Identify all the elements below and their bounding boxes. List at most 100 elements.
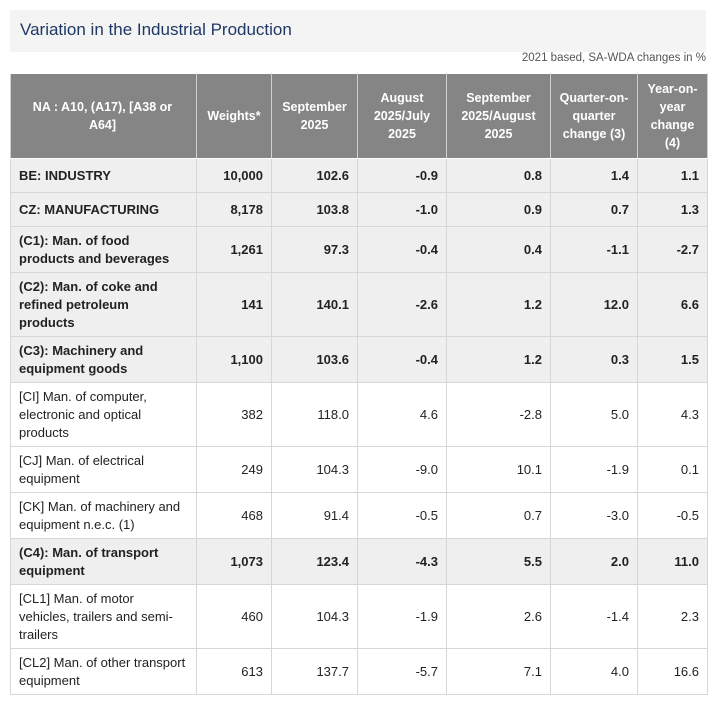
cell-qoq: 5.0 bbox=[550, 382, 638, 447]
row-label: [CL2] Man. of other transport equipment bbox=[10, 648, 197, 695]
row-label: (C2): Man. of coke and refined petroleum… bbox=[10, 272, 197, 337]
title-bar: Variation in the Industrial Production bbox=[10, 10, 706, 52]
cell-yoy: 11.0 bbox=[637, 538, 708, 585]
cell-aug-jul: -1.0 bbox=[357, 192, 447, 227]
cell-sep-aug: 1.2 bbox=[446, 272, 551, 337]
header-sep-aug: September 2025/August 2025 bbox=[446, 73, 551, 159]
cell-aug-jul: -2.6 bbox=[357, 272, 447, 337]
cell-weights: 460 bbox=[196, 584, 272, 649]
cell-september-2025: 91.4 bbox=[271, 492, 358, 539]
cell-september-2025: 102.6 bbox=[271, 158, 358, 193]
cell-weights: 468 bbox=[196, 492, 272, 539]
cell-aug-jul: -9.0 bbox=[357, 446, 447, 493]
cell-qoq: -1.9 bbox=[550, 446, 638, 493]
cell-weights: 249 bbox=[196, 446, 272, 493]
cell-september-2025: 104.3 bbox=[271, 446, 358, 493]
cell-sep-aug: 7.1 bbox=[446, 648, 551, 695]
cell-sep-aug: -2.8 bbox=[446, 382, 551, 447]
table-row: [CJ] Man. of electrical equipment 249 104.… bbox=[10, 446, 708, 493]
cell-september-2025: 140.1 bbox=[271, 272, 358, 337]
table-row: (C2): Man. of coke and refined petroleum… bbox=[10, 272, 708, 337]
cell-sep-aug: 2.6 bbox=[446, 584, 551, 649]
cell-yoy: -0.5 bbox=[637, 492, 708, 539]
cell-weights: 10,000 bbox=[196, 158, 272, 193]
table-row: [CK] Man. of machinery and equipment n.e… bbox=[10, 492, 708, 539]
table-row: [CL1] Man. of motor vehicles, trailers a… bbox=[10, 584, 708, 649]
cell-weights: 1,100 bbox=[196, 336, 272, 383]
cell-aug-jul: -4.3 bbox=[357, 538, 447, 585]
cell-yoy: 4.3 bbox=[637, 382, 708, 447]
row-label: (C4): Man. of transport equipment bbox=[10, 538, 197, 585]
cell-september-2025: 123.4 bbox=[271, 538, 358, 585]
cell-qoq: -1.4 bbox=[550, 584, 638, 649]
row-label: [CI] Man. of computer, electronic and op… bbox=[10, 382, 197, 447]
cell-sep-aug: 0.9 bbox=[446, 192, 551, 227]
row-label: (C1): Man. of food products and beverage… bbox=[10, 226, 197, 273]
table-row: (C4): Man. of transport equipment 1,073 12… bbox=[10, 538, 708, 585]
cell-qoq: -1.1 bbox=[550, 226, 638, 273]
cell-qoq: 2.0 bbox=[550, 538, 638, 585]
cell-september-2025: 137.7 bbox=[271, 648, 358, 695]
header-weights: Weights* bbox=[196, 73, 272, 159]
table-body: BE: INDUSTRY 10,000 102.6 -0.9 0.8 1.4 1.1 CZ: … bbox=[10, 158, 708, 695]
cell-weights: 382 bbox=[196, 382, 272, 447]
table-row: CZ: MANUFACTURING 8,178 103.8 -1.0 0.9 0.7 1.3 bbox=[10, 192, 708, 227]
cell-sep-aug: 0.7 bbox=[446, 492, 551, 539]
cell-september-2025: 104.3 bbox=[271, 584, 358, 649]
row-label: CZ: MANUFACTURING bbox=[10, 192, 197, 227]
cell-weights: 1,073 bbox=[196, 538, 272, 585]
header-aug-jul: August 2025/July 2025 bbox=[357, 73, 447, 159]
cell-sep-aug: 5.5 bbox=[446, 538, 551, 585]
cell-september-2025: 118.0 bbox=[271, 382, 358, 447]
cell-weights: 141 bbox=[196, 272, 272, 337]
cell-yoy: 0.1 bbox=[637, 446, 708, 493]
table-row: (C1): Man. of food products and beverage… bbox=[10, 226, 708, 273]
cell-sep-aug: 10.1 bbox=[446, 446, 551, 493]
row-label: (C3): Machinery and equipment goods bbox=[10, 336, 197, 383]
cell-september-2025: 103.8 bbox=[271, 192, 358, 227]
header-september-2025: September 2025 bbox=[271, 73, 358, 159]
cell-yoy: 1.1 bbox=[637, 158, 708, 193]
header-na: NA : A10, (A17), [A38 or A64] bbox=[10, 73, 197, 159]
cell-sep-aug: 0.4 bbox=[446, 226, 551, 273]
industrial-production-table: NA : A10, (A17), [A38 or A64] Weights* S… bbox=[10, 73, 708, 695]
header-yoy: Year-on-year change (4) bbox=[637, 73, 708, 159]
cell-yoy: 1.3 bbox=[637, 192, 708, 227]
cell-aug-jul: 4.6 bbox=[357, 382, 447, 447]
cell-qoq: -3.0 bbox=[550, 492, 638, 539]
table-row: [CL2] Man. of other transport equipment 6… bbox=[10, 648, 708, 695]
cell-qoq: 1.4 bbox=[550, 158, 638, 193]
cell-qoq: 0.3 bbox=[550, 336, 638, 383]
row-label: BE: INDUSTRY bbox=[10, 158, 197, 193]
cell-weights: 613 bbox=[196, 648, 272, 695]
page-title: Variation in the Industrial Production bbox=[20, 20, 292, 39]
row-label: [CJ] Man. of electrical equipment bbox=[10, 446, 197, 493]
cell-weights: 1,261 bbox=[196, 226, 272, 273]
row-label: [CK] Man. of machinery and equipment n.e… bbox=[10, 492, 197, 539]
table-row: (C3): Machinery and equipment goods 1,100… bbox=[10, 336, 708, 383]
table-row: [CI] Man. of computer, electronic and op… bbox=[10, 382, 708, 447]
cell-yoy: 16.6 bbox=[637, 648, 708, 695]
table-header-row: NA : A10, (A17), [A38 or A64] Weights* S… bbox=[10, 73, 708, 159]
cell-yoy: 6.6 bbox=[637, 272, 708, 337]
cell-aug-jul: -0.5 bbox=[357, 492, 447, 539]
cell-qoq: 12.0 bbox=[550, 272, 638, 337]
cell-sep-aug: 0.8 bbox=[446, 158, 551, 193]
cell-aug-jul: -0.4 bbox=[357, 226, 447, 273]
cell-sep-aug: 1.2 bbox=[446, 336, 551, 383]
table-subtitle: 2021 based, SA-WDA changes in % bbox=[521, 52, 706, 64]
cell-aug-jul: -0.9 bbox=[357, 158, 447, 193]
cell-aug-jul: -1.9 bbox=[357, 584, 447, 649]
cell-september-2025: 103.6 bbox=[271, 336, 358, 383]
cell-qoq: 4.0 bbox=[550, 648, 638, 695]
cell-yoy: 2.3 bbox=[637, 584, 708, 649]
cell-qoq: 0.7 bbox=[550, 192, 638, 227]
cell-yoy: 1.5 bbox=[637, 336, 708, 383]
table-row: BE: INDUSTRY 10,000 102.6 -0.9 0.8 1.4 1.1 bbox=[10, 158, 708, 193]
cell-yoy: -2.7 bbox=[637, 226, 708, 273]
cell-weights: 8,178 bbox=[196, 192, 272, 227]
cell-september-2025: 97.3 bbox=[271, 226, 358, 273]
row-label: [CL1] Man. of motor vehicles, trailers a… bbox=[10, 584, 197, 649]
cell-aug-jul: -5.7 bbox=[357, 648, 447, 695]
cell-aug-jul: -0.4 bbox=[357, 336, 447, 383]
